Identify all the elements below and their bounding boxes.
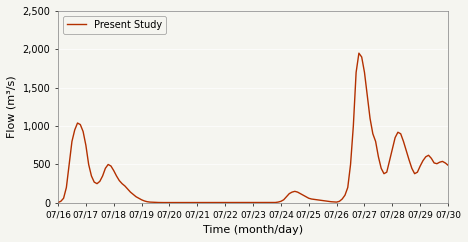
X-axis label: Time (month/day): Time (month/day) xyxy=(203,225,303,235)
Present Study xyxy=(158,201,164,204)
Legend: Present Study: Present Study xyxy=(63,16,166,34)
Present Study xyxy=(392,136,398,139)
Present Study xyxy=(356,52,362,55)
Present Study xyxy=(445,164,451,167)
Present Study xyxy=(431,161,437,164)
Present Study xyxy=(401,140,406,143)
Line: Present Study: Present Study xyxy=(58,53,448,203)
Present Study xyxy=(186,201,192,204)
Y-axis label: Flow (m³/s): Flow (m³/s) xyxy=(7,76,17,138)
Present Study xyxy=(58,200,64,203)
Present Study xyxy=(55,201,61,204)
Present Study xyxy=(78,123,83,126)
